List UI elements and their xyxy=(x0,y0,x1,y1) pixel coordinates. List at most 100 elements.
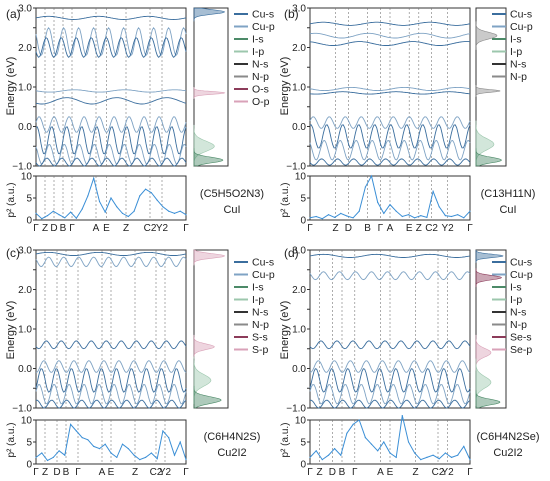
band-ytick-label: −1.0 xyxy=(286,162,306,173)
p2-point xyxy=(340,212,342,214)
legend-entry: Cu-p xyxy=(252,269,275,281)
p2-point xyxy=(327,214,330,216)
band-line xyxy=(309,32,471,39)
band-line xyxy=(309,21,471,26)
kpath-label: Γ xyxy=(378,223,384,234)
panel-d: (d) Energy (eV) p² (a.u.) (C6H4N2Se) Cu2… xyxy=(279,246,539,459)
kpath-label: Γ xyxy=(183,223,189,234)
p2-point xyxy=(334,448,336,450)
p2-point xyxy=(340,454,342,456)
p2-ytick-label: 10 xyxy=(295,172,307,183)
p2-point xyxy=(168,437,170,439)
panel-d-compound-name: (C6H4N2Se) xyxy=(477,431,540,443)
kpath-label: Y2 xyxy=(441,467,454,478)
p2-point xyxy=(364,437,366,439)
kpath-label: Γ xyxy=(33,223,39,234)
kpath-label: B xyxy=(63,467,70,478)
p2-point xyxy=(168,210,170,212)
band-line xyxy=(35,360,187,373)
kpath-label: A xyxy=(93,223,100,234)
kpath-label: Z xyxy=(416,223,422,234)
p2-point xyxy=(121,212,124,214)
p2-point xyxy=(444,215,446,217)
kpath-label: D xyxy=(50,223,57,234)
legend-entry: I-s xyxy=(252,282,264,294)
legend-entry: I-s xyxy=(510,282,522,294)
kpath-label: Z xyxy=(123,223,129,234)
panel-a-band-ylabel: Energy (eV) xyxy=(5,57,17,116)
kpath-label: C2 xyxy=(425,223,438,234)
legend-entry: I-p xyxy=(510,294,522,306)
panel-b-band-ylabel: Energy (eV) xyxy=(279,57,291,116)
panel-c-p2-ylabel: p² (a.u.) xyxy=(6,422,17,457)
kpath-label: B xyxy=(339,467,346,478)
p2-point xyxy=(93,445,95,447)
p2-point xyxy=(70,211,72,213)
band-ytick-label: 3.0 xyxy=(18,4,32,15)
p2-point xyxy=(150,452,152,454)
legend-entry: S-p xyxy=(252,344,269,356)
band-line xyxy=(35,368,187,393)
p2-point xyxy=(407,441,410,443)
pdos-peak xyxy=(475,268,503,288)
legend-entry: Cu-p xyxy=(510,21,533,33)
p2-point xyxy=(139,195,141,197)
p2-ytick-label: 0 xyxy=(26,460,32,471)
p2-point xyxy=(377,450,379,452)
p2-point xyxy=(52,456,54,458)
p2-point xyxy=(414,452,416,454)
band-ytick-label: 0.0 xyxy=(292,122,306,133)
p2-point xyxy=(420,215,422,217)
kpath-label: D xyxy=(345,223,352,234)
p2-point xyxy=(469,459,471,461)
pdos-peak xyxy=(475,85,501,97)
p2-point xyxy=(35,212,37,214)
band-line xyxy=(309,139,471,161)
p2-point xyxy=(420,459,422,461)
p2-point xyxy=(469,210,471,212)
panel-b-label: (b) xyxy=(284,7,299,21)
pdos-peak xyxy=(193,7,226,22)
legend-entry: Cu-s xyxy=(510,9,532,21)
p2-point xyxy=(334,216,336,218)
legend-entry: I-p xyxy=(252,46,264,58)
kpath-label: A xyxy=(377,467,384,478)
legend-entry: N-s xyxy=(510,59,526,71)
p2-point xyxy=(64,454,66,456)
pdos-peak xyxy=(193,385,222,409)
p2-point xyxy=(156,458,158,460)
pdos-peak xyxy=(193,356,212,405)
band-ytick-label: 0.0 xyxy=(18,364,32,375)
panel-b-plots: −1.0 0.0 1.0 2.0 3.0 Cu-sCu-pI-sI-pN-sN-p 0 5 10… xyxy=(286,4,533,235)
p2-point xyxy=(450,456,453,458)
kpath-label: D xyxy=(53,467,60,478)
pdos-axes-frame xyxy=(475,249,507,409)
p2-point xyxy=(58,214,60,216)
p2-point xyxy=(46,459,49,462)
band-line xyxy=(35,116,187,133)
band-line xyxy=(309,271,471,281)
p2-point xyxy=(401,215,403,218)
p2-ytick-label: 5 xyxy=(300,194,306,205)
band-ytick-label: 2.0 xyxy=(292,285,306,296)
p2-point xyxy=(370,443,373,445)
band-ytick-label: 3.0 xyxy=(292,246,306,257)
p2-point xyxy=(358,210,360,212)
panel-c-plots: −1.0 0.0 1.0 2.0 3.0 Cu-sCu-pI-sI-pN-sN-pS-sS… xyxy=(12,246,275,479)
p2-point xyxy=(315,215,317,218)
p2-ytick-label: 0 xyxy=(300,216,306,227)
p2-point xyxy=(41,452,43,454)
p2-point xyxy=(352,423,354,425)
legend-entry: N-s xyxy=(252,59,268,71)
p2-point xyxy=(116,456,118,458)
band-ytick-label: −1.0 xyxy=(12,162,32,173)
panel-a-p2-ylabel: p² (a.u.) xyxy=(6,182,17,217)
kpath-label: Γ xyxy=(307,467,313,478)
panel-d-p2-ylabel: p² (a.u.) xyxy=(280,422,291,457)
panel-a-compound-sub: CuI xyxy=(223,204,240,216)
band-line xyxy=(35,126,187,155)
band-line xyxy=(309,41,471,46)
band-line xyxy=(309,368,471,393)
p2-point xyxy=(383,441,385,443)
